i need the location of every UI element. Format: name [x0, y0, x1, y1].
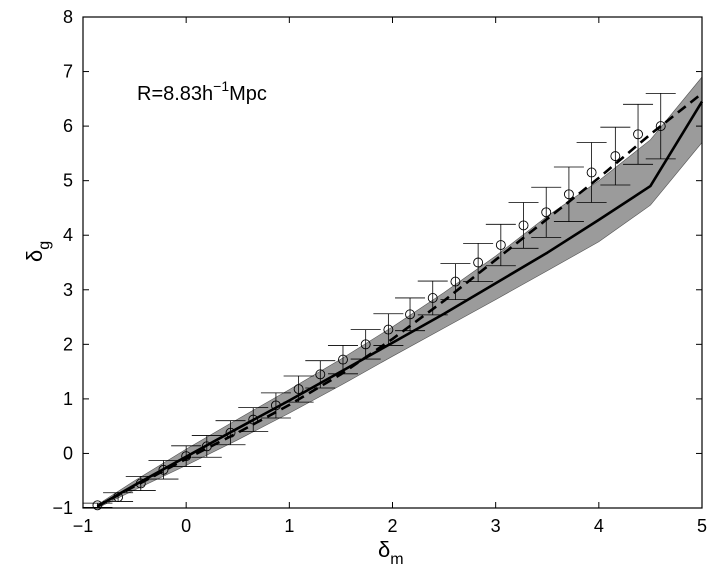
- data-point: [531, 186, 562, 238]
- data-point: [103, 492, 134, 503]
- y-tick-label: 0: [63, 443, 73, 463]
- y-tick-label: 5: [63, 171, 73, 191]
- axes-layer: −1 0 1 2 3 4 5 −1 0 1 2 3 4 5 6 7 8: [52, 7, 707, 536]
- y-tick-label: 2: [63, 334, 73, 354]
- data-point: [283, 375, 314, 403]
- x-axis-label-symbol: δ: [378, 537, 390, 562]
- point-marker: [135, 478, 146, 489]
- data-point: [373, 313, 404, 346]
- data-point: [305, 360, 336, 389]
- data-point: [327, 345, 358, 375]
- point-marker: [563, 189, 574, 200]
- data-point: [645, 92, 676, 160]
- point-marker: [473, 257, 484, 268]
- point-marker: [495, 240, 506, 250]
- point-marker: [586, 167, 597, 178]
- point-marker: [201, 441, 212, 452]
- point-marker: [113, 492, 124, 503]
- confidence-band: [97, 76, 703, 509]
- y-axis-label-symbol: δ: [22, 250, 47, 262]
- data-point: [600, 126, 631, 186]
- point-marker: [405, 309, 415, 320]
- data-point: [125, 475, 156, 491]
- data-point: [148, 460, 179, 480]
- point-marker: [92, 500, 103, 511]
- data-points-layer: [82, 92, 676, 511]
- point-marker: [293, 384, 304, 395]
- point-marker: [315, 369, 326, 380]
- point-marker: [383, 324, 394, 335]
- data-point: [553, 166, 584, 222]
- confidence-band-layer: [97, 76, 703, 509]
- data-point: [417, 280, 448, 316]
- point-marker: [427, 293, 438, 303]
- point-marker: [450, 276, 461, 287]
- annotation-suffix: Mpc: [229, 83, 267, 105]
- x-axis-label: δm: [378, 537, 404, 568]
- data-point: [238, 407, 269, 433]
- point-marker: [360, 339, 371, 350]
- y-tick-label: 4: [63, 225, 73, 245]
- point-marker: [338, 354, 348, 365]
- y-tick-label: 6: [63, 116, 73, 136]
- point-marker: [518, 220, 529, 231]
- y-tick-label: 7: [63, 62, 73, 82]
- data-point: [576, 142, 607, 203]
- annotation-superscript: −1: [213, 78, 229, 94]
- point-marker: [541, 207, 552, 218]
- y-tick-label: −1: [52, 498, 73, 518]
- point-marker: [248, 414, 259, 425]
- x-tick-label: −1: [73, 516, 94, 536]
- point-marker: [610, 151, 621, 162]
- data-point: [395, 297, 426, 332]
- y-tick-label: 3: [63, 280, 73, 300]
- data-point: [215, 420, 246, 446]
- annotation-prefix: R=8.83h: [137, 83, 213, 105]
- data-point: [350, 329, 381, 360]
- x-tick-label: 1: [284, 516, 294, 536]
- x-tick-label: 3: [491, 516, 501, 536]
- x-tick-label: 2: [387, 516, 397, 536]
- data-point: [623, 103, 654, 165]
- y-axis-label-subscript: g: [36, 241, 53, 250]
- x-tick-label: 0: [181, 516, 191, 536]
- point-marker: [225, 427, 236, 438]
- point-marker: [181, 451, 192, 462]
- data-point: [171, 445, 202, 467]
- y-tick-label: 8: [63, 7, 73, 27]
- point-marker: [158, 464, 169, 475]
- annotation-label: R=8.83h−1Mpc: [137, 78, 267, 105]
- point-marker: [655, 121, 666, 132]
- data-point: [485, 223, 516, 267]
- data-point: [440, 263, 471, 300]
- data-point: [260, 392, 291, 419]
- data-point: [463, 243, 494, 282]
- x-tick-label: 4: [594, 516, 604, 536]
- y-tick-label: 1: [63, 389, 73, 409]
- x-tick-label: 5: [697, 516, 707, 536]
- data-point: [508, 202, 539, 249]
- x-axis-label-subscript: m: [390, 551, 403, 568]
- y-axis-label: δg: [22, 241, 53, 262]
- point-marker: [633, 129, 643, 140]
- data-point: [191, 435, 222, 458]
- point-marker: [270, 400, 281, 411]
